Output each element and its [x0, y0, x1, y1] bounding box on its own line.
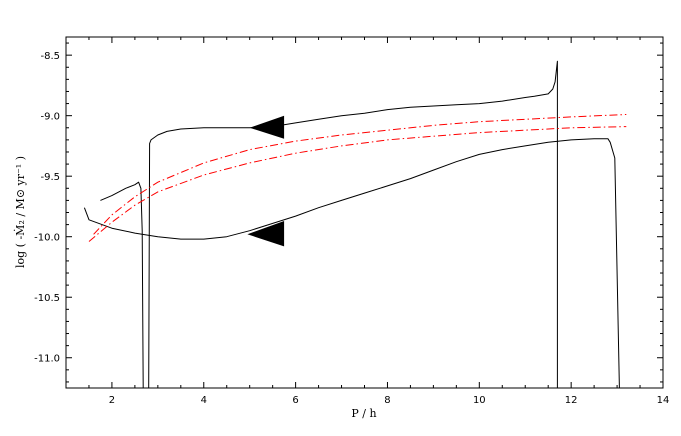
- y-tick-label: -10.0: [34, 233, 60, 244]
- x-tick-label: 10: [473, 395, 486, 406]
- series-line-5: [93, 114, 627, 235]
- y-tick-label: -9.5: [40, 172, 60, 183]
- x-tick-label: 2: [109, 395, 115, 406]
- series-lines: [83, 60, 627, 389]
- x-tick-label: 14: [657, 395, 670, 406]
- x-axis-label: P / h: [351, 407, 376, 420]
- tick-marks: [65, 37, 664, 388]
- tick-labels: 2 4 6 8 10 12 14 -11.0 -10.5 -10.0 -9.5 -9.0 -8.5: [34, 51, 669, 406]
- series-line-1: [148, 60, 558, 389]
- x-tick-label: 12: [565, 395, 578, 406]
- arrow-markers: [247, 115, 285, 247]
- direction-arrow-2: [247, 221, 285, 247]
- series-line-4: [88, 126, 627, 242]
- y-tick-label: -8.5: [40, 51, 60, 62]
- series-line-3: [100, 181, 144, 389]
- y-tick-label: -11.0: [34, 354, 60, 365]
- plot-frame: [65, 36, 664, 389]
- y-axis-label: log ( -Ṁ₂ / M⊙ yr⁻¹ ): [13, 156, 27, 268]
- x-tick-label: 4: [201, 395, 207, 406]
- y-tick-label: -9.0: [40, 112, 60, 123]
- series-line-2: [83, 138, 620, 389]
- x-tick-label: 8: [384, 395, 390, 406]
- y-tick-label: -10.5: [34, 293, 60, 304]
- x-tick-label: 6: [292, 395, 298, 406]
- direction-arrow-1: [249, 115, 285, 139]
